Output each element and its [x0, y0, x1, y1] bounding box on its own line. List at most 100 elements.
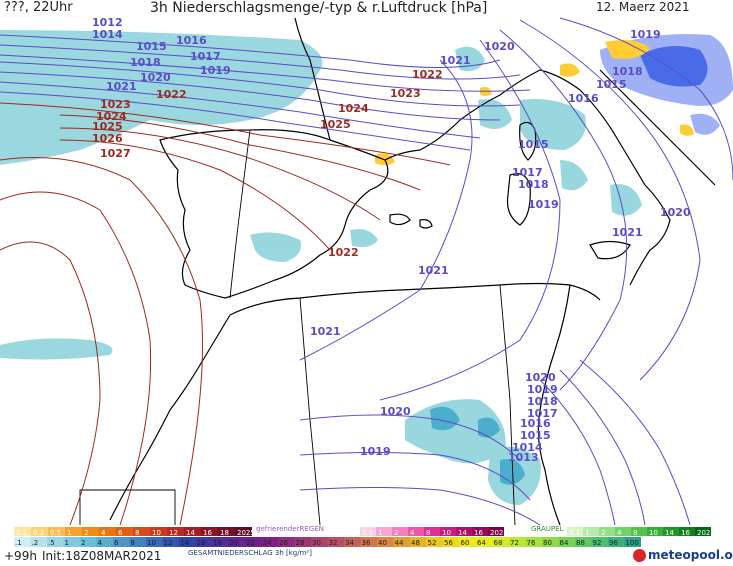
legend-total-swatch [608, 537, 625, 547]
isobar-label: 1026 [92, 132, 123, 145]
legend-graupel-swatch [615, 527, 631, 536]
legend-freezing-value: 1 [378, 529, 382, 537]
legend-total-swatch [179, 537, 196, 547]
isobar-line [0, 241, 101, 526]
isobar-label: 1025 [320, 118, 351, 131]
legend: 0.10.30.51246810121416182025+SCHNEEgefri… [14, 525, 721, 557]
legend-graupel-value: 2025+ [697, 529, 721, 537]
isobar-label: 1017 [512, 166, 543, 179]
isobar-line [0, 191, 152, 526]
legend-total-value: 20 [230, 539, 239, 547]
valid-time: ???, 22Uhr [4, 0, 73, 15]
isobar-label: 1016 [520, 417, 551, 430]
isobar-line [59, 114, 421, 191]
legend-total-swatch [261, 537, 278, 547]
legend-graupel-title: GRAUPEL [531, 525, 564, 533]
isobars [0, 17, 733, 526]
legend-rain-value: 2 [84, 529, 88, 537]
legend-graupel-value: 1 [585, 529, 589, 537]
legend-total-value: 84 [560, 539, 569, 547]
legend-graupel-swatch [567, 527, 583, 536]
legend-total-value: 92 [593, 539, 602, 547]
isobar-line [0, 102, 451, 166]
legend-graupel-swatch [663, 527, 679, 536]
legend-rain-value: 1 [67, 529, 71, 537]
isobar-label: 1017 [190, 50, 221, 63]
legend-rain-swatch [48, 527, 65, 536]
isobar-label: 1021 [106, 80, 137, 93]
legend-total-value: 6 [114, 539, 119, 547]
forecast-hour: +99h [4, 549, 37, 563]
precip-freezing-areas [375, 40, 694, 166]
legend-rain-value: 10 [152, 529, 161, 537]
legend-graupel-swatch [583, 527, 599, 536]
isobar-line [579, 359, 691, 526]
legend-total-value: 12 [164, 539, 173, 547]
legend-rain-swatch [31, 527, 48, 536]
legend-rain-value: 0.3 [33, 529, 44, 537]
legend-rain-value: 18 [220, 529, 229, 537]
legend-total-swatch [162, 537, 179, 547]
borders [79, 129, 516, 526]
isobar-line [0, 34, 501, 68]
legend-graupel-value: 4 [617, 529, 622, 537]
isobar-label: 1024 [338, 102, 369, 115]
legend-total-value: 76 [527, 539, 536, 547]
legend-total-value: 1 [65, 539, 69, 547]
legend-total-swatch [542, 537, 559, 547]
legend-total-value: 100 [626, 539, 639, 547]
legend-rain-value: 12 [169, 529, 178, 537]
isobar-label: 1018 [612, 65, 643, 78]
legend-total-value: 8 [131, 539, 135, 547]
legend-rain-swatch [218, 527, 235, 536]
isobar-label: 1020 [140, 71, 171, 84]
isobar-line [539, 379, 616, 526]
isobar-label: 1019 [527, 383, 558, 396]
isobar-label: 1021 [612, 226, 643, 239]
legend-freezing-value: 10 [442, 529, 451, 537]
legend-rain-value: 0.5 [50, 529, 61, 537]
legend-freezing-swatch [472, 527, 488, 536]
legend-total-swatch [344, 537, 361, 547]
legend-graupel-value: 8 [633, 529, 637, 537]
map-title: 3h Niederschlagsmenge/-typ & r.Luftdruck… [150, 0, 488, 16]
legend-graupel-swatch [599, 527, 615, 536]
isobar-label: 1017 [527, 407, 558, 420]
isobar-line [59, 127, 381, 221]
legend-total-value: .2 [32, 539, 39, 547]
legend-total-value: .5 [48, 539, 55, 547]
isobar-label: 1021 [440, 54, 471, 67]
isobar-label: 1019 [200, 64, 231, 77]
isobar-line [299, 414, 521, 461]
brand-name: meteopool.org [648, 548, 733, 562]
map-date: 12. Maerz 2021 [596, 0, 690, 14]
legend-total-value: 26 [279, 539, 288, 547]
isobar-label: 1014 [512, 441, 543, 454]
legend-freezing-swatch [360, 527, 376, 536]
isobar-label: 1018 [518, 178, 549, 191]
legend-rain-value: 4 [101, 529, 106, 537]
legend-total-swatch [294, 537, 311, 547]
isobar-label: 1025 [92, 120, 123, 133]
legend-rain-value: 16 [203, 529, 212, 537]
isobar-line [299, 59, 473, 361]
isobar-line [0, 157, 203, 526]
isobar-label: 1023 [100, 98, 131, 111]
legend-graupel-swatch [647, 527, 663, 536]
legend-total-swatch [360, 537, 377, 547]
legend-freezing-swatch [392, 527, 408, 536]
legend-total-swatch [624, 537, 641, 547]
legend-total-value: 28 [296, 539, 305, 547]
brand-logo-icon [633, 549, 646, 562]
isobar-line [0, 71, 501, 121]
legend-total-value: 80 [543, 539, 552, 547]
init-time: Init:18Z08MAR2021 [42, 549, 162, 563]
legend-freezing-swatch [456, 527, 472, 536]
legend-total-swatch [96, 537, 113, 547]
isobar-label: 1016 [568, 92, 599, 105]
legend-graupel-value: 0.1 [569, 529, 580, 537]
legend-freezing-swatch [440, 527, 456, 536]
legend-total-swatch [591, 537, 608, 547]
legend-total-swatch [228, 537, 245, 547]
